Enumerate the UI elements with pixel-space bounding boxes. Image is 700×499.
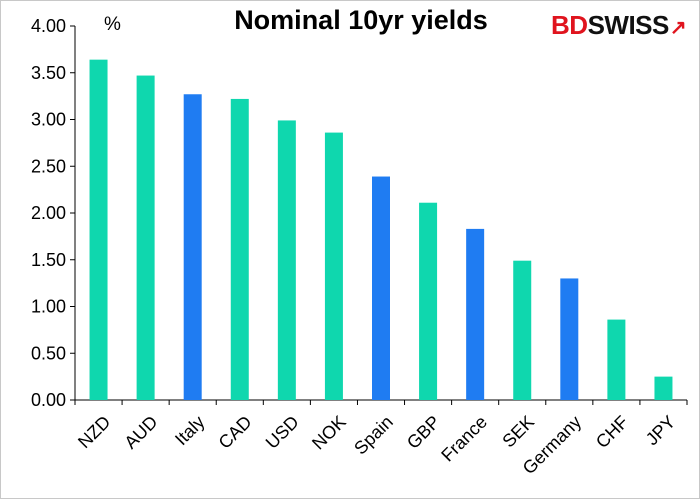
bar-jpy [654, 376, 673, 400]
bar-nzd [89, 59, 108, 400]
x-tick-label: USD [262, 412, 303, 453]
bdswiss-logo: BDSWISS↗ [551, 10, 687, 41]
bar-aud [136, 75, 155, 401]
bar-chf [607, 319, 626, 400]
x-tick-label: AUD [120, 412, 161, 453]
x-tick-label: JPY [642, 412, 679, 449]
y-tick-label: 2.00 [31, 203, 66, 223]
bar-cad [230, 98, 249, 401]
y-tick-label: 1.50 [31, 250, 66, 270]
x-tick-label: France [437, 412, 491, 466]
logo-arrow-icon: ↗ [669, 17, 687, 39]
x-tick-label: CHF [592, 412, 632, 452]
chart-title: Nominal 10yr yields [234, 5, 488, 35]
unit-label: % [104, 14, 121, 35]
bar-spain [372, 176, 390, 400]
x-tick-label: Spain [350, 412, 397, 459]
bar-germany [560, 278, 579, 400]
x-tick-label: NOK [308, 412, 350, 454]
x-tick-label: CAD [215, 412, 256, 453]
y-tick-label: 4.00 [31, 16, 66, 36]
y-tick-label: 3.50 [31, 63, 66, 83]
bar-france [466, 228, 485, 400]
y-tick-label: 0.50 [31, 343, 66, 363]
y-tick-label: 3.00 [31, 110, 66, 130]
bar-usd [277, 120, 296, 400]
x-tick-label: NZD [74, 412, 114, 452]
y-tick-label: 2.50 [31, 156, 66, 176]
x-tick-label: SEK [498, 412, 538, 452]
logo-text-swiss: SWISS [587, 10, 670, 40]
y-tick-label: 0.00 [31, 390, 66, 410]
y-tick-label: 1.00 [31, 297, 66, 317]
bar-gbp [419, 202, 438, 400]
logo-text-bd: BD [551, 10, 588, 40]
x-tick-label: Italy [171, 412, 208, 449]
bar-nok [324, 132, 343, 400]
x-tick-label: GBP [403, 412, 444, 453]
bar-italy [183, 94, 202, 400]
bar-sek [513, 260, 532, 400]
